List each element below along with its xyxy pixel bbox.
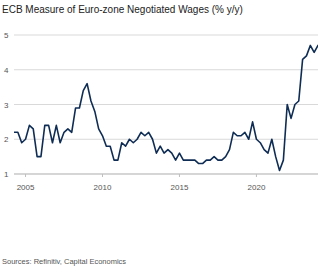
plot-area bbox=[14, 45, 318, 170]
y-tick-label: 4 bbox=[4, 66, 9, 75]
y-tick-label: 3 bbox=[4, 101, 9, 110]
grid-line bbox=[14, 35, 318, 36]
x-tick-label: 2010 bbox=[94, 183, 112, 192]
x-tick bbox=[179, 174, 180, 177]
grid-line bbox=[14, 69, 318, 70]
x-tick-label: 2015 bbox=[171, 183, 189, 192]
y-tick-label: 1 bbox=[4, 170, 9, 179]
title: ECB Measure of Euro-zone Negotiated Wage… bbox=[2, 4, 243, 15]
x-tick bbox=[256, 174, 257, 177]
y-tick-label: 5 bbox=[4, 31, 9, 40]
x-tick bbox=[25, 174, 26, 177]
series-line bbox=[14, 45, 318, 170]
grid-line bbox=[14, 174, 318, 175]
grid-line bbox=[14, 104, 318, 105]
x-tick-label: 2020 bbox=[248, 183, 266, 192]
chart: ECB Measure of Euro-zone Negotiated Wage… bbox=[0, 0, 325, 273]
x-tick bbox=[102, 174, 103, 177]
x-axis-line bbox=[14, 174, 318, 175]
y-tick-label: 2 bbox=[4, 135, 9, 144]
x-tick-label: 2005 bbox=[17, 183, 35, 192]
source: Sources: Refinitiv, Capital Economics bbox=[2, 257, 126, 266]
